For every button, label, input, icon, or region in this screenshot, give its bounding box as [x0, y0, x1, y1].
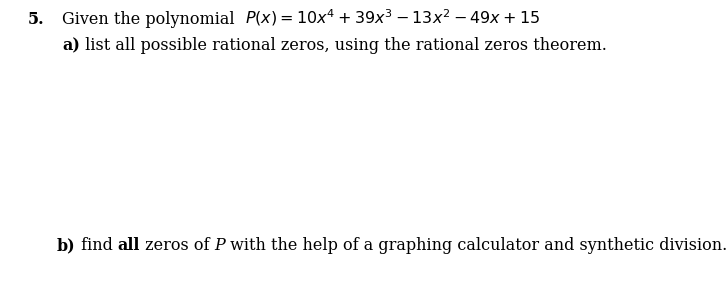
Text: zeros of: zeros of [140, 237, 215, 254]
Text: b): b) [57, 237, 76, 254]
Text: a): a) [62, 37, 80, 54]
Text: find: find [76, 237, 118, 254]
Text: 5.: 5. [28, 11, 44, 28]
Text: all: all [118, 237, 140, 254]
Text: list all possible rational zeros, using the rational zeros theorem.: list all possible rational zeros, using … [80, 37, 607, 54]
Text: P: P [215, 237, 225, 254]
Text: Given the polynomial: Given the polynomial [62, 11, 245, 28]
Text: with the help of a graphing calculator and synthetic division.: with the help of a graphing calculator a… [225, 237, 726, 254]
Text: $P(x) = 10x^4 + 39x^3 - 13x^2 - 49x + 15$: $P(x) = 10x^4 + 39x^3 - 13x^2 - 49x + 15… [245, 8, 540, 29]
